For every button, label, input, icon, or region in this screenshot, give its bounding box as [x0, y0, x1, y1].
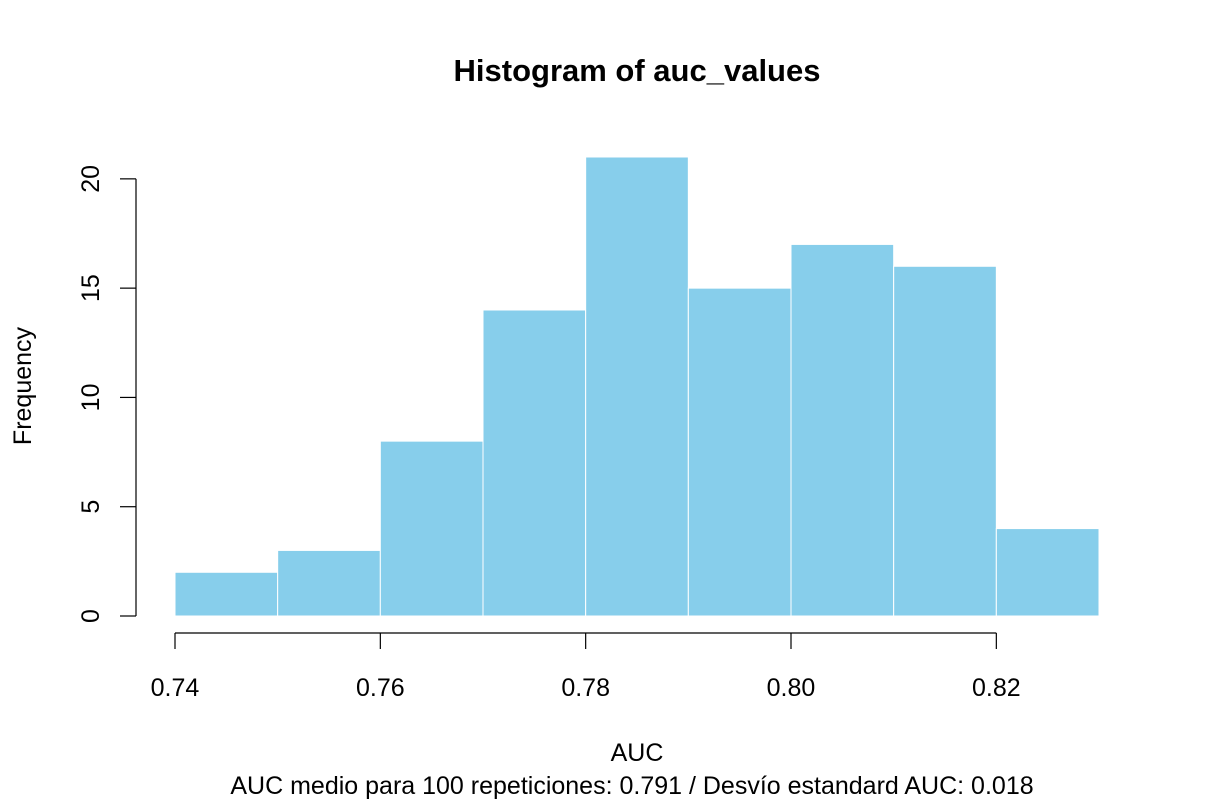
chart-subtitle: AUC medio para 100 repeticiones: 0.791 /…: [230, 772, 1033, 800]
histogram-bar-6: [790, 243, 895, 617]
y-tick-label: 15: [77, 274, 105, 302]
x-tick-label: 0.74: [151, 674, 200, 702]
y-tick-label: 20: [77, 165, 105, 193]
histogram-bar-7: [893, 265, 997, 617]
x-tick-label: 0.78: [561, 674, 610, 702]
histogram-bar-0: [174, 571, 279, 617]
bars-layer: [174, 156, 1100, 617]
histogram-bar-2: [379, 440, 484, 617]
histogram-bar-1: [277, 549, 381, 617]
histogram-bar-5: [687, 287, 792, 617]
histogram-bar-4: [585, 156, 689, 617]
x-tick-label: 0.82: [972, 674, 1021, 702]
histogram-bar-3: [482, 309, 587, 617]
x-axis: 0.74 0.76 0.78 0.80 0.82: [151, 632, 1021, 702]
y-tick-label: 0: [77, 609, 105, 623]
y-tick-label: 5: [77, 500, 105, 514]
x-axis-label: AUC: [611, 739, 664, 767]
x-tick-label: 0.76: [356, 674, 405, 702]
y-axis-label: Frequency: [9, 326, 37, 445]
chart-title: Histogram of auc_values: [454, 53, 821, 88]
histogram-bar-8: [995, 528, 1100, 617]
y-tick-label: 10: [77, 384, 105, 412]
x-tick-label: 0.80: [767, 674, 816, 702]
y-axis: 0 5 10 15 20: [77, 165, 137, 623]
